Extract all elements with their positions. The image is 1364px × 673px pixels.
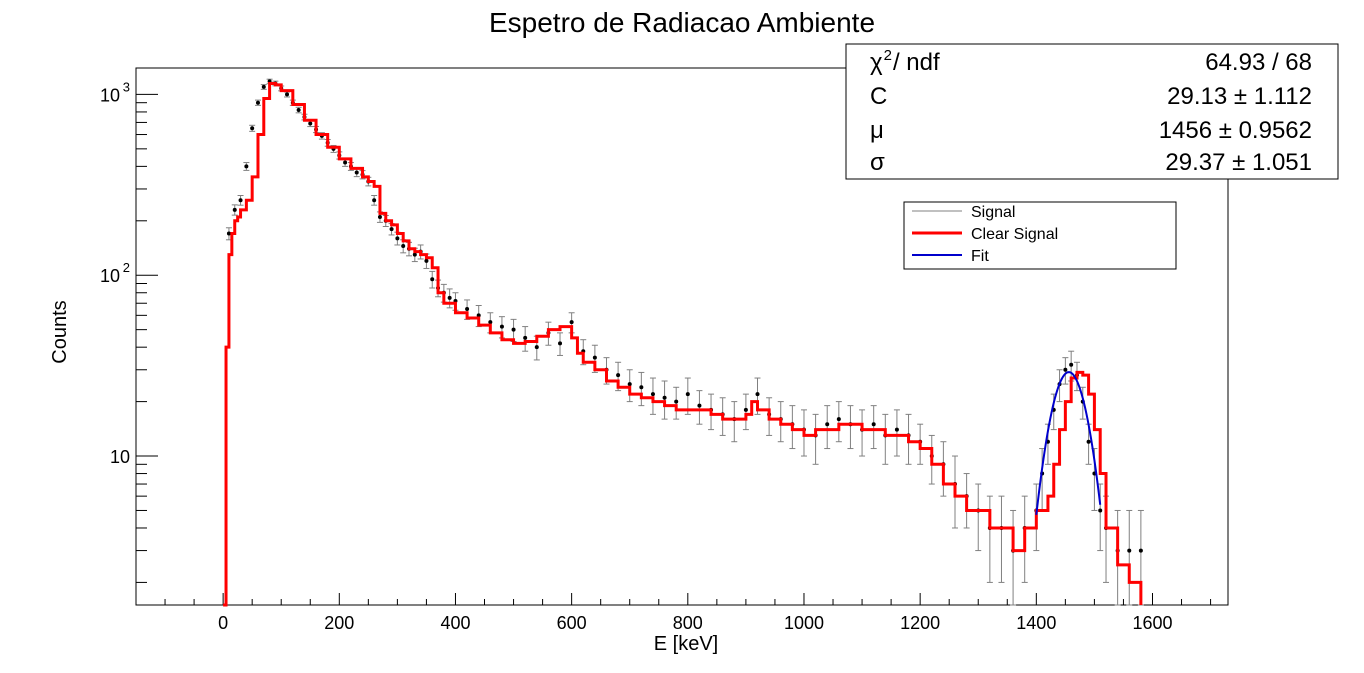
- signal-point: [308, 121, 313, 126]
- signal-point: [1069, 362, 1074, 367]
- signal-point: [1127, 548, 1132, 553]
- signal-point: [238, 198, 243, 203]
- signal-point: [261, 84, 266, 89]
- signal-point: [685, 392, 690, 397]
- x-axis-label: E [keV]: [654, 633, 718, 655]
- x-tick-label: 1600: [1132, 613, 1172, 633]
- stats-label: C: [870, 83, 887, 110]
- signal-point: [1086, 439, 1091, 444]
- signal-point: [592, 355, 597, 360]
- signal-point: [674, 399, 679, 404]
- signal-point: [372, 198, 377, 203]
- signal-point: [639, 385, 644, 390]
- x-tick-label: 0: [218, 613, 228, 633]
- plot-area: [223, 78, 1144, 607]
- signal-point: [424, 258, 429, 263]
- signal-point: [343, 160, 348, 165]
- signal-point: [488, 320, 493, 325]
- signal-point: [511, 327, 516, 332]
- signal-point: [1098, 508, 1103, 513]
- signal-point: [389, 227, 394, 232]
- x-tick-label: 200: [324, 613, 354, 633]
- signal-point: [871, 422, 876, 427]
- signal-point: [836, 417, 841, 422]
- signal-point: [250, 126, 255, 131]
- y-axis-label: Counts: [49, 300, 71, 363]
- plot-frame: [135, 67, 1229, 606]
- signal-point: [825, 422, 830, 427]
- fit-line: [1035, 371, 1102, 515]
- x-tick-label: 1000: [784, 613, 824, 633]
- signal-point: [226, 231, 231, 236]
- signal-point: [558, 341, 563, 346]
- signal-point: [616, 373, 621, 378]
- stats-value: 1456 ± 0.9562: [1159, 117, 1312, 144]
- stats-value: 29.37 ± 1.051: [1165, 149, 1312, 176]
- stats-value: 29.13 ± 1.112: [1167, 83, 1312, 110]
- legend-frame: [903, 201, 1177, 270]
- signal-point: [296, 108, 301, 113]
- signal-point: [255, 100, 260, 105]
- chart-title: Espetro de Radiacao Ambiente: [489, 7, 875, 38]
- signal-point: [499, 324, 504, 329]
- signal-point: [354, 170, 359, 175]
- y-tick-label: 10: [100, 85, 120, 105]
- stats-value: 64.93 / 68: [1205, 49, 1312, 76]
- x-axis: 0 200 400 600 800 1000 1200 1400 1600: [164, 593, 1212, 633]
- signal-point: [755, 392, 760, 397]
- signal-point: [430, 277, 435, 282]
- legend-label: Signal: [971, 204, 1015, 221]
- signal-point: [1138, 548, 1143, 553]
- x-tick-label: 600: [557, 613, 587, 633]
- y-tick-label: 10: [100, 266, 120, 286]
- x-tick-label: 1400: [1016, 613, 1056, 633]
- legend-label: Clear Signal: [971, 226, 1058, 243]
- signal-point: [523, 335, 528, 340]
- signal-point: [395, 236, 400, 241]
- signal-point: [244, 164, 249, 169]
- signal-point: [285, 92, 290, 97]
- signal-point: [569, 320, 574, 325]
- signal-point: [662, 395, 667, 400]
- signal-point: [697, 403, 702, 408]
- stats-label: σ: [870, 149, 885, 176]
- y-tick-label-exponent: 2: [123, 260, 130, 275]
- x-tick-label: 1200: [900, 613, 940, 633]
- stats-label: μ: [870, 117, 884, 144]
- signal-point: [465, 307, 470, 312]
- signal-point: [894, 427, 899, 432]
- legend: Signal Clear Signal Fit: [903, 201, 1177, 270]
- signal-point: [412, 252, 417, 257]
- stats-label: χ: [870, 49, 883, 76]
- signal-point: [743, 407, 748, 412]
- signal-point: [401, 244, 406, 249]
- y-tick-label-exponent: 3: [123, 79, 130, 94]
- signal-point: [1063, 367, 1068, 372]
- y-tick-label: 10: [110, 447, 130, 467]
- signal-point: [627, 382, 632, 387]
- legend-label: Fit: [971, 248, 989, 265]
- x-tick-label: 800: [673, 613, 703, 633]
- clear-signal-line: [223, 81, 1143, 607]
- stats-label-suffix: / ndf: [893, 49, 940, 76]
- signal-point: [447, 295, 452, 300]
- signal-point: [232, 207, 237, 212]
- stats-box-frame: [845, 43, 1339, 180]
- signal-point: [534, 345, 539, 350]
- x-tick-label: 400: [440, 613, 470, 633]
- signal-point: [377, 214, 382, 219]
- signal-point: [650, 392, 655, 397]
- stats-label-exponent: 2: [884, 47, 892, 64]
- signal-point: [476, 313, 481, 318]
